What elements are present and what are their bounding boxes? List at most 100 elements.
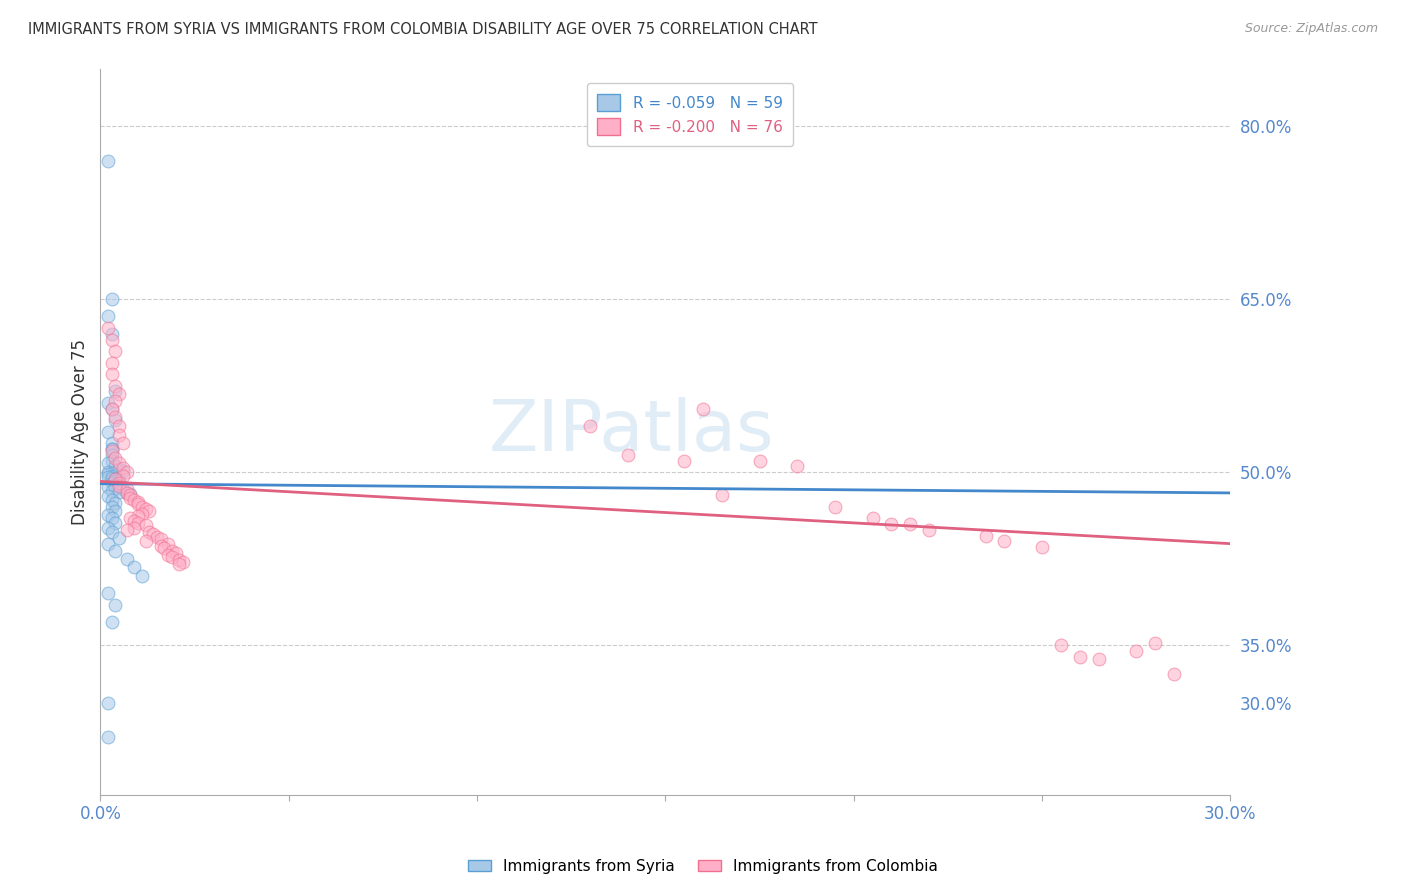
Point: [97, 153, 120, 168]
Point: [100, 442, 122, 456]
Point: [100, 367, 122, 381]
Point: [1050, 638, 1073, 652]
Point: [100, 453, 122, 467]
Point: [135, 534, 157, 549]
Point: [104, 459, 127, 474]
Point: [104, 475, 127, 489]
Point: [97, 321, 120, 335]
Point: [97, 465, 120, 479]
Point: [824, 500, 846, 514]
Point: [104, 504, 127, 518]
Point: [100, 468, 122, 483]
Point: [100, 511, 122, 525]
Point: [104, 543, 127, 558]
Point: [104, 344, 127, 359]
Point: [100, 525, 122, 540]
Point: [122, 520, 145, 534]
Point: [131, 500, 153, 514]
Point: [97, 425, 120, 439]
Point: [108, 456, 131, 470]
Point: [1031, 540, 1053, 554]
Text: IMMIGRANTS FROM SYRIA VS IMMIGRANTS FROM COLOMBIA DISABILITY AGE OVER 75 CORRELA: IMMIGRANTS FROM SYRIA VS IMMIGRANTS FROM…: [28, 22, 818, 37]
Point: [100, 471, 122, 485]
Point: [120, 488, 142, 502]
Point: [115, 486, 138, 500]
Legend: R = -0.059   N = 59, R = -0.200   N = 76: R = -0.059 N = 59, R = -0.200 N = 76: [586, 84, 793, 145]
Point: [97, 467, 120, 482]
Point: [127, 498, 149, 512]
Point: [104, 451, 127, 466]
Point: [898, 517, 921, 532]
Point: [104, 384, 127, 399]
Point: [115, 486, 138, 500]
Point: [157, 548, 180, 562]
Point: [1143, 636, 1166, 650]
Point: [108, 479, 131, 493]
Point: [748, 453, 770, 467]
Point: [149, 539, 172, 553]
Point: [104, 393, 127, 408]
Point: [1125, 644, 1147, 658]
Point: [97, 396, 120, 410]
Point: [108, 484, 131, 499]
Point: [100, 483, 122, 498]
Point: [100, 326, 122, 341]
Point: [100, 401, 122, 416]
Point: [1069, 649, 1091, 664]
Point: [115, 523, 138, 537]
Point: [108, 479, 131, 493]
Point: [1163, 667, 1185, 681]
Point: [138, 504, 160, 518]
Point: [673, 453, 696, 467]
Point: [157, 536, 180, 550]
Point: [115, 483, 138, 497]
Point: [100, 448, 122, 462]
Point: [111, 483, 134, 497]
Point: [115, 465, 138, 479]
Point: [169, 558, 191, 572]
Point: [97, 520, 120, 534]
Point: [100, 333, 122, 347]
Point: [120, 511, 142, 525]
Point: [104, 478, 127, 492]
Point: [111, 436, 134, 450]
Point: [146, 530, 169, 544]
Point: [169, 553, 191, 567]
Point: [108, 531, 131, 545]
Point: [97, 696, 120, 710]
Point: [97, 508, 120, 522]
Point: [149, 532, 172, 546]
Point: [108, 428, 131, 442]
Point: [122, 514, 145, 528]
Point: [862, 511, 884, 525]
Legend: Immigrants from Syria, Immigrants from Colombia: Immigrants from Syria, Immigrants from C…: [463, 853, 943, 880]
Point: [97, 536, 120, 550]
Point: [111, 460, 134, 475]
Point: [100, 492, 122, 507]
Point: [120, 491, 142, 505]
Point: [710, 488, 733, 502]
Point: [100, 442, 122, 456]
Point: [165, 546, 187, 560]
Point: [97, 480, 120, 494]
Point: [153, 541, 176, 556]
Point: [115, 551, 138, 566]
Point: [160, 543, 183, 558]
Point: [100, 436, 122, 450]
Point: [97, 731, 120, 745]
Point: [880, 517, 903, 532]
Point: [127, 516, 149, 530]
Text: Source: ZipAtlas.com: Source: ZipAtlas.com: [1244, 22, 1378, 36]
Point: [104, 516, 127, 530]
Point: [135, 518, 157, 533]
Point: [104, 598, 127, 612]
Point: [138, 525, 160, 540]
Point: [131, 507, 153, 521]
Point: [108, 475, 131, 490]
Point: [120, 487, 142, 501]
Point: [1087, 652, 1109, 666]
Point: [131, 569, 153, 583]
Point: [100, 292, 122, 306]
Point: [104, 481, 127, 495]
Point: [104, 409, 127, 424]
